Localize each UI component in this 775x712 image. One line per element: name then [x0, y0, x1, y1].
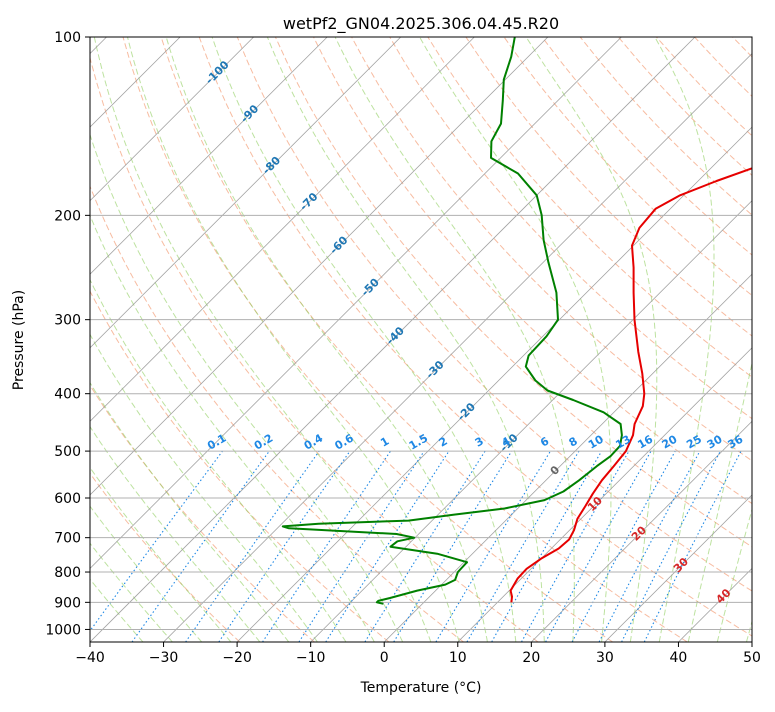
x-axis-label: Temperature (°C) — [360, 680, 482, 696]
isotherm-line — [164, 37, 769, 642]
y-tick-label: 500 — [54, 444, 81, 460]
mixing-ratio-line — [436, 451, 551, 642]
dry-adiabat-line — [656, 37, 775, 642]
isotherm-line — [0, 37, 401, 642]
moist-adiabat-line — [655, 37, 714, 642]
dry-adiabat-line — [237, 37, 775, 642]
isotherm-line — [605, 37, 775, 642]
moist-adiabat-line — [747, 37, 775, 642]
x-tick-label: −20 — [222, 650, 252, 666]
dry-adiabat-line — [733, 37, 775, 642]
y-tick-label: 400 — [54, 387, 81, 403]
x-tick-label: 50 — [743, 650, 761, 666]
x-tick-label: 30 — [596, 650, 614, 666]
isotherm-line — [752, 37, 775, 642]
dry-adiabat-line — [85, 37, 538, 642]
isotherm-label: -60 — [327, 233, 350, 256]
mixing-ratio-label: 16 — [635, 432, 655, 451]
mixing-ratio-label: 10 — [586, 432, 606, 451]
isotherm-label: -20 — [455, 400, 478, 423]
y-tick-label: 300 — [54, 313, 81, 329]
profile-lines — [283, 37, 775, 604]
mixing-ratio-line — [572, 451, 675, 642]
mixing-ratio-label: 30 — [705, 432, 725, 451]
moist-adiabat-line — [0, 37, 260, 642]
isotherm-line — [531, 37, 775, 642]
dry-adiabat-line — [428, 37, 775, 642]
isotherm-line — [237, 37, 775, 642]
mixing-ratio-label: 36 — [725, 432, 745, 451]
mixing-ratio-line — [599, 451, 700, 642]
isotherm-label: -70 — [297, 190, 320, 213]
mixing-ratio-label: 25 — [684, 433, 704, 452]
grid — [90, 37, 752, 629]
isotherm-line — [384, 37, 775, 642]
dry-adiabat-line — [771, 37, 775, 642]
mixing-ratio-line — [622, 451, 721, 642]
mixing-ratio-label: 1 — [378, 435, 391, 450]
mixing-ratio-label: 20 — [660, 432, 680, 451]
x-tick-label: 40 — [670, 650, 688, 666]
mixing-ratio-line — [219, 451, 350, 642]
mixing-ratio-label: 0.4 — [302, 431, 326, 452]
mixing-ratio-line — [644, 451, 741, 642]
moist-adiabat-line — [0, 37, 231, 642]
dry-adiabat-line — [390, 37, 775, 642]
isotherm-line — [16, 37, 621, 642]
y-tick-label: 600 — [54, 491, 81, 507]
moist-adiabat-line — [0, 37, 317, 642]
mixing-ratio-line — [82, 451, 223, 642]
mixing-ratio-label: 0.6 — [333, 431, 357, 452]
mixing-ratio-label: 6 — [538, 434, 551, 449]
x-tick-label: 10 — [449, 650, 467, 666]
isotherm-line — [0, 37, 254, 642]
moist-adiabat-line — [128, 37, 460, 642]
isotherm-label: -50 — [359, 276, 382, 299]
isotherm-label: 20 — [629, 523, 649, 543]
y-tick-label: 800 — [54, 565, 81, 581]
isotherm-line — [0, 37, 474, 642]
x-tick-label: −30 — [149, 650, 179, 666]
mixing-ratio-label: 0.2 — [252, 432, 275, 453]
mixing-ratio-label: 3 — [473, 435, 486, 450]
y-tick-label: 700 — [54, 531, 81, 547]
y-tick-label: 100 — [54, 30, 81, 46]
y-axis-label: Pressure (hPa) — [11, 290, 27, 390]
isotherm-label: 0 — [548, 463, 563, 478]
isotherm-label: -30 — [423, 358, 446, 381]
chart-title: wetPf2_GN04.2025.306.04.45.R20 — [283, 14, 559, 34]
isotherm-label: -80 — [260, 154, 283, 177]
x-tick-label: 20 — [522, 650, 540, 666]
mixing-ratio-label: 2 — [437, 435, 450, 450]
y-tick-label: 200 — [54, 208, 81, 224]
x-tick-label: 0 — [380, 650, 389, 666]
x-tick-label: −40 — [75, 650, 105, 666]
x-tick-label: −10 — [296, 650, 326, 666]
isotherm-label: 10 — [585, 494, 605, 514]
dry-adiabat-line — [695, 37, 775, 642]
dry-adiabat-line — [0, 37, 314, 642]
mixing-ratio-label: 8 — [567, 435, 580, 450]
isotherm-line — [0, 37, 327, 642]
isotherm-label: -90 — [238, 102, 261, 125]
dewpoint-profile-line — [283, 37, 622, 604]
moist-adiabat-line — [717, 37, 775, 642]
moist-adiabat-line — [65, 37, 402, 642]
y-tick-label: 1000 — [45, 622, 81, 638]
dry-adiabat-line — [466, 37, 775, 642]
moist-adiabat-line — [335, 37, 574, 642]
y-tick-label: 900 — [54, 595, 81, 611]
isotherm-line — [678, 37, 775, 642]
moist-adiabat-line — [94, 37, 431, 642]
line-labels: -100-90-80-70-60-50-40-30-20-10010203040… — [203, 58, 746, 606]
